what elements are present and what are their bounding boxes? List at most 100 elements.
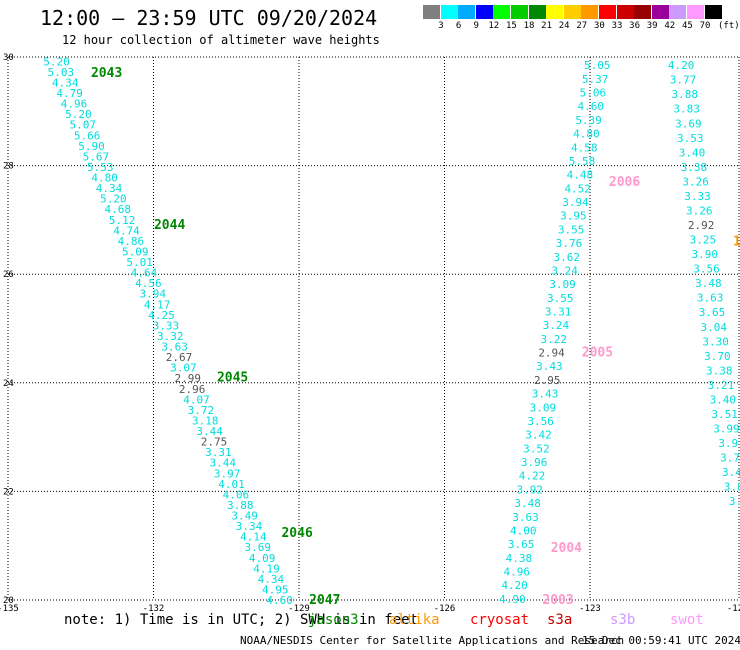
legend-swatch	[528, 5, 546, 19]
wave-height-value: 3.96	[521, 456, 548, 469]
legend-swatch	[616, 5, 634, 19]
lat-tick-label: 26	[3, 270, 14, 280]
wave-height-value: 3.40	[710, 393, 737, 406]
pass-time-label: 2045	[217, 370, 248, 385]
wave-height-value: 3.62	[554, 251, 581, 264]
wave-height-value: 5.01	[126, 256, 153, 269]
wave-height-value: 3.49	[231, 510, 258, 523]
wave-height-value: 3.56	[527, 415, 554, 428]
wave-height-value: 3.69	[675, 117, 702, 130]
wave-height-value: 4.22	[519, 470, 546, 483]
wave-height-value: 2.95	[534, 374, 561, 387]
wave-height-value: 5.67	[83, 150, 110, 163]
satellite-jason3: jason3	[308, 612, 359, 628]
page-title: 12:00 – 23:59 UTC 09/20/2024	[40, 6, 378, 30]
legend-label: 9	[473, 21, 479, 31]
wave-height-value: 3.24	[543, 319, 570, 332]
wave-height-value: 3.48	[695, 277, 722, 290]
wave-height-value: 3.07	[170, 362, 197, 375]
wave-height-value: 3.04	[701, 321, 728, 334]
pass-time-label: 2003	[542, 593, 573, 608]
wave-height-value: 3.95	[560, 210, 587, 223]
wave-height-value: 4.80	[91, 172, 118, 185]
wave-height-value: 4.20	[501, 579, 528, 592]
legend-swatch	[546, 5, 564, 19]
legend-swatch	[423, 5, 440, 19]
wave-height-value: 3.31	[545, 305, 572, 318]
wave-height-value: 4.64	[131, 267, 158, 280]
wave-height-value: 3.34	[236, 520, 263, 533]
wave-height-value: 3.21	[708, 379, 735, 392]
wave-height-value: 3.63	[512, 511, 539, 524]
footer-timestamp: 15 Dec 00:59:41 UTC 2024	[582, 634, 740, 647]
lon-tick-label: -129	[288, 604, 310, 614]
wave-height-value: 4.38	[506, 552, 533, 565]
lon-tick-label: -12	[727, 604, 740, 614]
wave-height-value: 3.88	[227, 499, 254, 512]
wave-height-value: 3.22	[540, 333, 567, 346]
wave-height-value: 4.96	[504, 566, 531, 579]
lat-tick-label: 24	[3, 379, 14, 389]
lat-tick-label: 20	[3, 596, 14, 606]
legend-label: 70	[699, 21, 711, 31]
wave-height-value: 5.58	[569, 155, 596, 168]
wave-height-value: 3.40	[679, 146, 706, 159]
wave-height-value: 4.90	[499, 593, 526, 606]
lat-tick-label: 22	[3, 487, 14, 497]
lon-tick-label: -123	[579, 604, 601, 614]
pass-time-label: 134	[733, 235, 740, 250]
legend-label: 18	[523, 21, 535, 31]
legend-swatch	[581, 5, 599, 19]
wave-height-value: 4.06	[223, 488, 250, 501]
wave-height-value: 3.42	[525, 429, 552, 442]
wave-height-value: 3.	[729, 495, 740, 508]
wave-height-value: 4.25	[148, 309, 175, 322]
wave-height-value: 3.76	[556, 237, 583, 250]
wave-height-value: 4.60	[577, 100, 604, 113]
satellite-cryosat: cryosat	[470, 612, 530, 628]
wave-height-value: 3.09	[549, 278, 576, 291]
wave-height-value: 3.92	[517, 483, 544, 496]
wave-height-value: 3.18	[192, 414, 219, 427]
legend-swatch	[511, 5, 528, 19]
wave-height-value: 4.60	[266, 594, 293, 607]
legend-label: 24	[558, 21, 570, 31]
lat-tick-label: 30	[3, 53, 14, 63]
legend-swatch	[458, 5, 476, 19]
legend-swatch	[475, 5, 493, 19]
wave-height-value: 3.4	[722, 466, 740, 479]
wave-height-value: 3.25	[690, 234, 717, 247]
wave-height-value: 2.99	[174, 372, 201, 385]
wave-height-value: 4.96	[61, 98, 88, 111]
legend-label: 15	[505, 21, 517, 31]
wave-height-value: 5.66	[74, 129, 101, 142]
wave-height-value: 2.75	[201, 436, 228, 449]
wave-height-value: 3.7	[720, 452, 740, 465]
satellite-s3b: s3b	[610, 612, 636, 628]
wave-height-value: 4.95	[262, 583, 289, 596]
wave-height-value: 3.97	[214, 467, 241, 480]
wave-height-value: 3.33	[684, 190, 711, 203]
wave-height-value: 3.32	[157, 330, 184, 343]
legend-label: 6	[455, 21, 462, 31]
wave-height-value: 4.34	[258, 573, 285, 586]
wave-height-value: 2.94	[538, 347, 565, 360]
wave-height-value: 3.70	[704, 350, 731, 363]
wave-height-value: 4.09	[249, 552, 276, 565]
wave-height-value: 3.26	[686, 204, 713, 217]
wave-height-value: 4.74	[113, 224, 140, 237]
wave-height-value: 3.26	[682, 175, 709, 188]
wave-height-value: 5.12	[109, 214, 136, 227]
wave-height-value: 3.69	[244, 541, 271, 554]
legend-label: 33	[611, 21, 623, 31]
wave-height-value: 4.34	[96, 182, 123, 195]
wave-height-value: 4.17	[144, 298, 171, 311]
wave-height-value: 4.79	[56, 87, 83, 100]
wave-height-value: 3.44	[196, 425, 223, 438]
wave-height-value: 3.33	[153, 319, 180, 332]
legend-swatch	[493, 5, 511, 19]
wave-height-value: 3.31	[205, 446, 232, 459]
page-subtitle: 12 hour collection of altimeter wave hei…	[62, 33, 380, 47]
pass-time-label: 2044	[154, 218, 185, 233]
